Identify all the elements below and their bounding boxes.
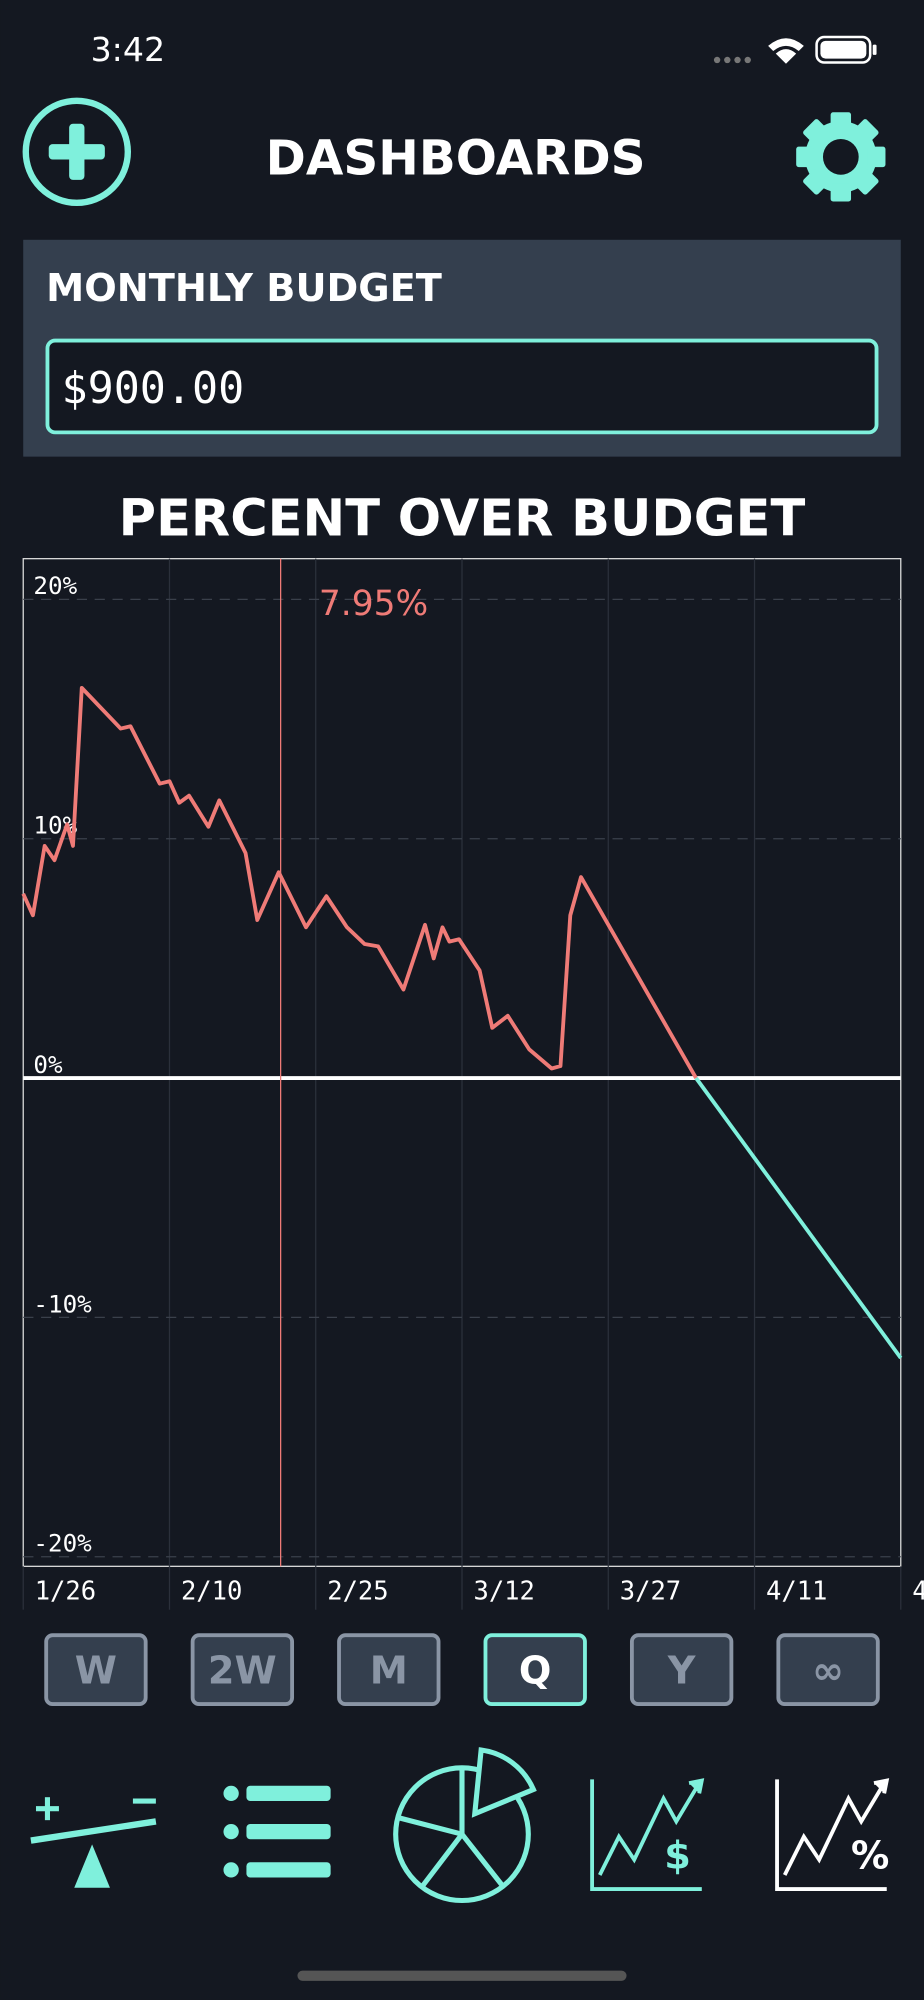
status-icons <box>713 35 877 64</box>
tab-list[interactable] <box>223 1785 331 1878</box>
tab-balance[interactable] <box>30 1797 157 1888</box>
budget-label: MONTHLY BUDGET <box>46 266 442 311</box>
x-tick-label: 2/10 <box>181 1576 242 1606</box>
gear-tooth <box>853 169 879 195</box>
period-button-label: W <box>75 1649 117 1694</box>
period-button-label: M <box>370 1649 408 1694</box>
period-button-label: ∞ <box>812 1649 844 1694</box>
gear-tooth <box>796 146 815 168</box>
period-buttons: W 2W M Q Y ∞ <box>44 1633 880 1706</box>
y-tick-label: 0% <box>33 1051 63 1079</box>
add-button[interactable] <box>22 97 132 206</box>
gear-tooth <box>853 119 879 145</box>
chart: 1/262/102/253/123/274/114/2620%10%0%-10%… <box>21 558 924 1610</box>
x-tick-label: 3/27 <box>620 1576 681 1606</box>
gear-tooth <box>830 112 852 131</box>
gear-tooth <box>867 146 886 168</box>
budget-input[interactable] <box>45 338 879 435</box>
tab-money-symbol: $ <box>664 1834 691 1879</box>
period-button[interactable] <box>629 1633 734 1706</box>
chart-title: PERCENT OVER BUDGET <box>119 490 806 549</box>
x-tick-label: 4/11 <box>766 1576 827 1606</box>
x-tick-label: 3/12 <box>473 1576 534 1606</box>
period-button[interactable] <box>190 1633 295 1706</box>
period-button-label: 2W <box>208 1649 277 1694</box>
period-button[interactable] <box>44 1633 148 1706</box>
gear-tooth <box>830 183 852 202</box>
period-button[interactable] <box>776 1633 880 1706</box>
tab-pie[interactable] <box>393 1747 537 1904</box>
y-tick-label: 20% <box>33 572 77 600</box>
x-tick-label: 1/26 <box>35 1576 96 1606</box>
period-button[interactable] <box>337 1633 441 1706</box>
x-tick-label: 4/26 <box>912 1576 924 1606</box>
period-button-label: Q <box>519 1649 552 1694</box>
y-tick-label: -20% <box>33 1530 92 1558</box>
tab-bar: $ % <box>30 1747 889 1904</box>
period-button[interactable] <box>483 1633 587 1706</box>
gear-tooth <box>803 119 829 145</box>
status-time: 3:42 <box>91 30 165 69</box>
tab-spending[interactable]: $ <box>590 1778 705 1891</box>
budget-value: $900.00 <box>61 364 244 414</box>
y-tick-label: -10% <box>33 1290 92 1318</box>
header-title: DASHBOARDS <box>266 131 646 187</box>
series-line <box>21 685 698 1080</box>
tab-percent-symbol: % <box>851 1834 889 1879</box>
series-line <box>694 1076 903 1360</box>
period-button-label: Y <box>667 1649 697 1694</box>
cursor-label: 7.95% <box>319 584 428 624</box>
settings-button[interactable] <box>796 112 886 202</box>
tab-percent[interactable]: % <box>775 1778 889 1891</box>
gear-tooth <box>803 169 829 195</box>
home-indicator <box>297 1970 627 1981</box>
x-tick-label: 2/25 <box>327 1576 388 1606</box>
